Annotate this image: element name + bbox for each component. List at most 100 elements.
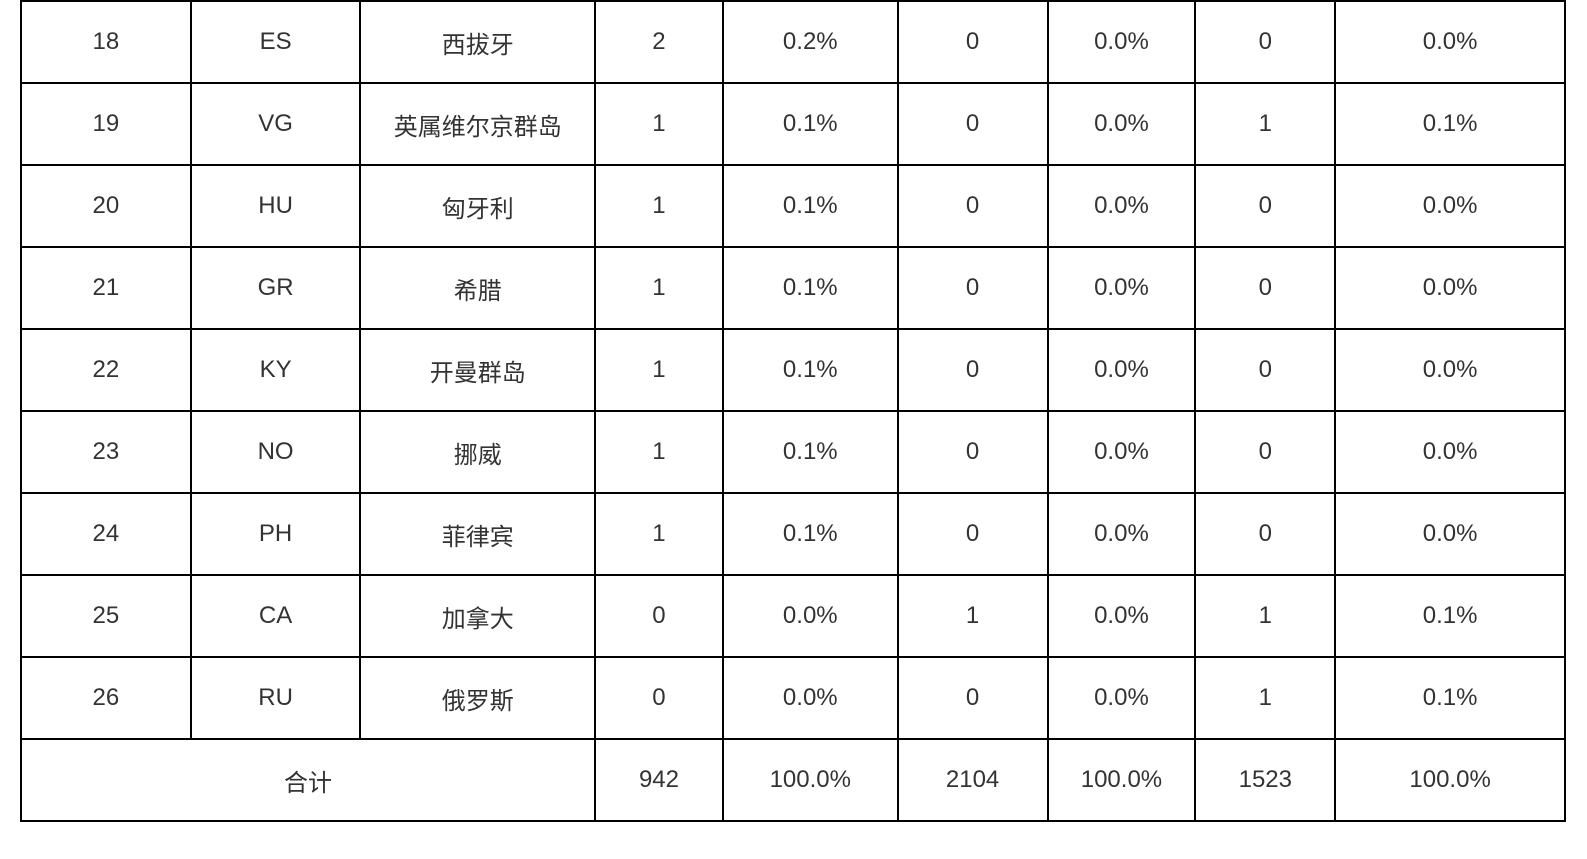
cell-pct1: 0.1% xyxy=(723,411,898,493)
cell-index: 25 xyxy=(21,575,191,657)
cell-pct2: 0.0% xyxy=(1048,329,1196,411)
cell-value1: 0 xyxy=(595,575,723,657)
cell-code: RU xyxy=(191,657,361,739)
table-body: 18 ES 西拔牙 2 0.2% 0 0.0% 0 0.0% 19 VG 英属维… xyxy=(21,1,1565,821)
total-pct2: 100.0% xyxy=(1048,739,1196,821)
cell-value3: 0 xyxy=(1195,1,1335,83)
cell-pct2: 0.0% xyxy=(1048,493,1196,575)
cell-pct3: 0.0% xyxy=(1335,165,1565,247)
cell-pct2: 0.0% xyxy=(1048,83,1196,165)
total-value3: 1523 xyxy=(1195,739,1335,821)
cell-pct1: 0.1% xyxy=(723,493,898,575)
cell-value2: 0 xyxy=(898,165,1048,247)
cell-code: GR xyxy=(191,247,361,329)
cell-value3: 0 xyxy=(1195,329,1335,411)
cell-value2: 0 xyxy=(898,411,1048,493)
cell-country: 加拿大 xyxy=(360,575,595,657)
cell-code: NO xyxy=(191,411,361,493)
cell-pct1: 0.1% xyxy=(723,165,898,247)
cell-index: 26 xyxy=(21,657,191,739)
cell-index: 24 xyxy=(21,493,191,575)
cell-value3: 0 xyxy=(1195,411,1335,493)
cell-pct1: 0.1% xyxy=(723,247,898,329)
cell-pct3: 0.0% xyxy=(1335,1,1565,83)
cell-pct3: 0.1% xyxy=(1335,657,1565,739)
cell-code: ES xyxy=(191,1,361,83)
cell-code: VG xyxy=(191,83,361,165)
cell-code: HU xyxy=(191,165,361,247)
cell-value3: 1 xyxy=(1195,83,1335,165)
total-pct3: 100.0% xyxy=(1335,739,1565,821)
cell-pct1: 0.0% xyxy=(723,575,898,657)
cell-value1: 1 xyxy=(595,83,723,165)
cell-value3: 1 xyxy=(1195,657,1335,739)
table-row: 18 ES 西拔牙 2 0.2% 0 0.0% 0 0.0% xyxy=(21,1,1565,83)
table-row: 20 HU 匈牙利 1 0.1% 0 0.0% 0 0.0% xyxy=(21,165,1565,247)
cell-value1: 2 xyxy=(595,1,723,83)
cell-value2: 0 xyxy=(898,83,1048,165)
cell-pct3: 0.1% xyxy=(1335,575,1565,657)
cell-code: PH xyxy=(191,493,361,575)
cell-value1: 1 xyxy=(595,329,723,411)
table-total-row: 合计 942 100.0% 2104 100.0% 1523 100.0% xyxy=(21,739,1565,821)
cell-pct3: 0.0% xyxy=(1335,247,1565,329)
total-label: 合计 xyxy=(21,739,595,821)
cell-value2: 0 xyxy=(898,1,1048,83)
cell-pct2: 0.0% xyxy=(1048,657,1196,739)
cell-pct1: 0.2% xyxy=(723,1,898,83)
table-row: 25 CA 加拿大 0 0.0% 1 0.0% 1 0.1% xyxy=(21,575,1565,657)
cell-value1: 1 xyxy=(595,247,723,329)
cell-country: 挪威 xyxy=(360,411,595,493)
cell-country: 开曼群岛 xyxy=(360,329,595,411)
cell-pct3: 0.0% xyxy=(1335,411,1565,493)
cell-value3: 0 xyxy=(1195,165,1335,247)
cell-pct2: 0.0% xyxy=(1048,575,1196,657)
cell-index: 20 xyxy=(21,165,191,247)
cell-pct2: 0.0% xyxy=(1048,411,1196,493)
cell-value1: 1 xyxy=(595,493,723,575)
cell-value3: 0 xyxy=(1195,493,1335,575)
cell-code: CA xyxy=(191,575,361,657)
cell-pct2: 0.0% xyxy=(1048,247,1196,329)
table-row: 24 PH 菲律宾 1 0.1% 0 0.0% 0 0.0% xyxy=(21,493,1565,575)
cell-country: 希腊 xyxy=(360,247,595,329)
data-table: 18 ES 西拔牙 2 0.2% 0 0.0% 0 0.0% 19 VG 英属维… xyxy=(20,0,1566,822)
table-row: 21 GR 希腊 1 0.1% 0 0.0% 0 0.0% xyxy=(21,247,1565,329)
cell-value2: 0 xyxy=(898,657,1048,739)
cell-pct2: 0.0% xyxy=(1048,1,1196,83)
cell-pct1: 0.0% xyxy=(723,657,898,739)
table-row: 19 VG 英属维尔京群岛 1 0.1% 0 0.0% 1 0.1% xyxy=(21,83,1565,165)
cell-pct2: 0.0% xyxy=(1048,165,1196,247)
cell-index: 22 xyxy=(21,329,191,411)
cell-code: KY xyxy=(191,329,361,411)
cell-value2: 1 xyxy=(898,575,1048,657)
cell-index: 18 xyxy=(21,1,191,83)
cell-value3: 0 xyxy=(1195,247,1335,329)
table-row: 23 NO 挪威 1 0.1% 0 0.0% 0 0.0% xyxy=(21,411,1565,493)
total-pct1: 100.0% xyxy=(723,739,898,821)
cell-pct3: 0.0% xyxy=(1335,493,1565,575)
cell-pct1: 0.1% xyxy=(723,329,898,411)
cell-pct1: 0.1% xyxy=(723,83,898,165)
cell-country: 菲律宾 xyxy=(360,493,595,575)
cell-value1: 0 xyxy=(595,657,723,739)
table-row: 22 KY 开曼群岛 1 0.1% 0 0.0% 0 0.0% xyxy=(21,329,1565,411)
cell-pct3: 0.1% xyxy=(1335,83,1565,165)
cell-index: 23 xyxy=(21,411,191,493)
cell-value1: 1 xyxy=(595,165,723,247)
cell-value1: 1 xyxy=(595,411,723,493)
cell-country: 俄罗斯 xyxy=(360,657,595,739)
cell-value3: 1 xyxy=(1195,575,1335,657)
cell-pct3: 0.0% xyxy=(1335,329,1565,411)
cell-value2: 0 xyxy=(898,247,1048,329)
cell-country: 英属维尔京群岛 xyxy=(360,83,595,165)
table-row: 26 RU 俄罗斯 0 0.0% 0 0.0% 1 0.1% xyxy=(21,657,1565,739)
cell-index: 19 xyxy=(21,83,191,165)
cell-index: 21 xyxy=(21,247,191,329)
cell-country: 西拔牙 xyxy=(360,1,595,83)
cell-country: 匈牙利 xyxy=(360,165,595,247)
total-value2: 2104 xyxy=(898,739,1048,821)
total-value1: 942 xyxy=(595,739,723,821)
cell-value2: 0 xyxy=(898,493,1048,575)
cell-value2: 0 xyxy=(898,329,1048,411)
